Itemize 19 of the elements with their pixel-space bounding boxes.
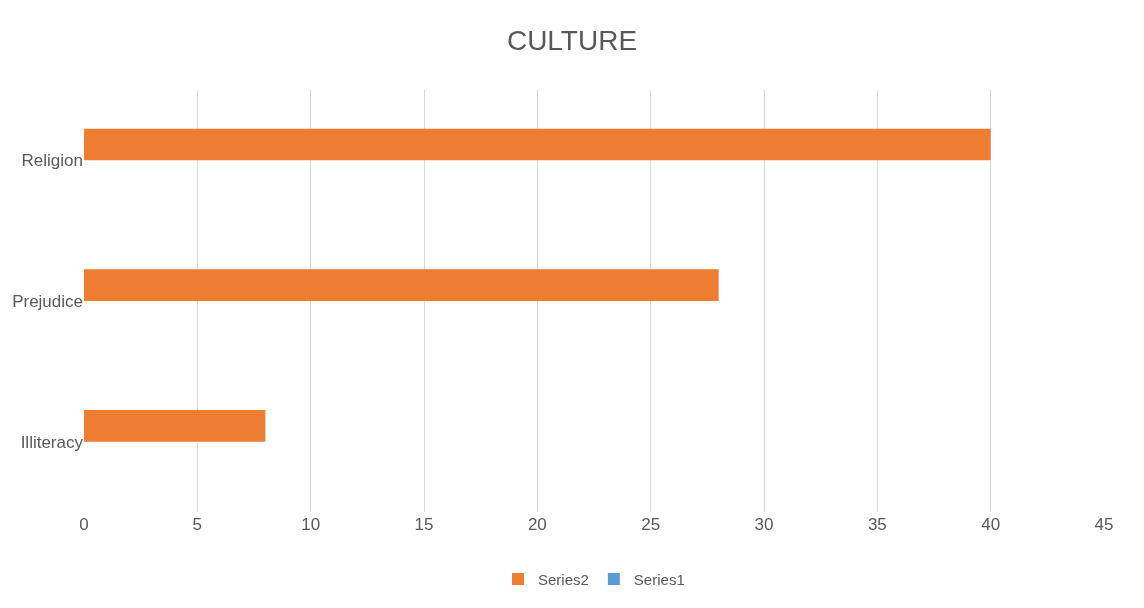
bar (84, 269, 719, 301)
legend-label: Series1 (633, 570, 685, 588)
x-tick-label: 20 (527, 515, 547, 534)
x-tick-label: 10 (301, 515, 321, 534)
x-tick-label: 0 (79, 515, 89, 534)
x-tick-label: 30 (754, 515, 774, 534)
y-tick-label: Prejudice (12, 291, 83, 311)
legend-label: Series2 (538, 570, 589, 588)
y-tick-label: Religion (21, 151, 83, 171)
x-tick-label: 40 (981, 515, 1001, 534)
y-tick-label: Illiteracy (20, 432, 84, 452)
x-tick-label: 45 (1094, 515, 1114, 534)
x-tick-label: 35 (867, 515, 887, 534)
bar (84, 410, 266, 442)
x-tick-label: 25 (641, 515, 661, 534)
x-tick-label: 5 (192, 515, 203, 534)
x-tick-label: 15 (414, 515, 434, 534)
chart-title: CULTURE (506, 25, 638, 56)
bar (84, 128, 991, 161)
